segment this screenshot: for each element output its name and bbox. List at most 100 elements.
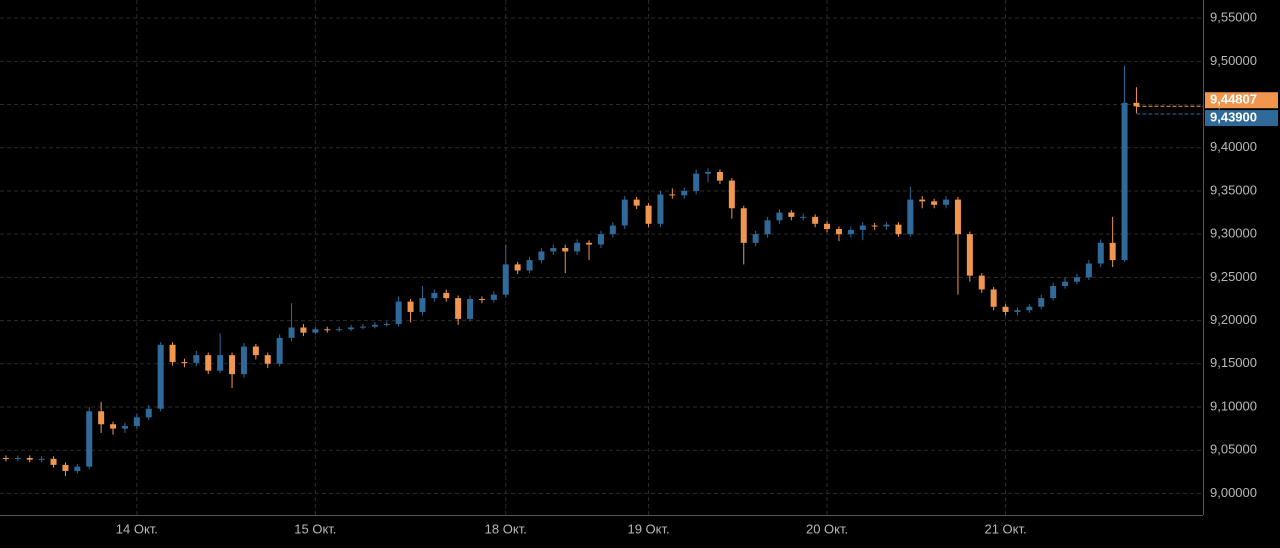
- candle-body: [490, 294, 497, 300]
- candle-body: [133, 417, 140, 426]
- candle-body: [288, 327, 295, 338]
- candle-body: [966, 234, 973, 276]
- y-tick-label: 9,40000: [1210, 139, 1257, 154]
- y-tick-label: 9,00000: [1210, 485, 1257, 500]
- candle-body: [431, 292, 438, 299]
- candle-body: [812, 216, 819, 224]
- candle-body: [788, 212, 795, 217]
- y-tick-label: 9,05000: [1210, 442, 1257, 457]
- candle-body: [98, 411, 105, 425]
- candle-body: [824, 223, 831, 229]
- x-tick-label: 15 Окт.: [294, 521, 336, 536]
- price-label-box: [1205, 110, 1278, 127]
- y-tick-label: 9,50000: [1210, 53, 1257, 68]
- candle-body: [752, 234, 759, 243]
- candle-body: [252, 346, 259, 356]
- candle-body: [145, 408, 152, 418]
- candle-body: [716, 171, 723, 181]
- candle-body: [74, 466, 81, 471]
- candle-body: [395, 301, 402, 325]
- y-tick-label: 9,55000: [1210, 10, 1257, 25]
- candle-body: [895, 224, 902, 235]
- price-label: 9,43900: [1210, 109, 1257, 124]
- candle-body: [1014, 310, 1021, 312]
- candle-body: [728, 180, 735, 209]
- candle-body: [240, 346, 247, 375]
- candle-body: [526, 260, 533, 271]
- candle-body: [883, 224, 890, 227]
- candle-body: [562, 247, 569, 252]
- candle-body: [669, 194, 676, 196]
- candle-body: [574, 242, 581, 252]
- candle-body: [2, 457, 9, 459]
- candle-body: [419, 298, 426, 312]
- candle-body: [193, 355, 200, 363]
- candle-body: [38, 458, 45, 460]
- candle-body: [371, 324, 378, 327]
- x-tick-label: 19 Окт.: [627, 521, 669, 536]
- candle-body: [776, 212, 783, 221]
- candle-body: [348, 327, 355, 330]
- candle-body: [14, 457, 21, 459]
- candle-body: [764, 220, 771, 235]
- candle-body: [229, 355, 236, 375]
- candle-body: [621, 199, 628, 226]
- candle-body: [50, 458, 57, 465]
- candle-body: [693, 173, 700, 191]
- candle-body: [86, 411, 93, 467]
- candle-body: [859, 225, 866, 230]
- candle-body: [740, 208, 747, 243]
- candle-body: [26, 457, 33, 460]
- candle-body: [597, 234, 604, 245]
- candle-body: [502, 264, 509, 295]
- candle-body: [1097, 242, 1104, 264]
- y-tick-label: 9,25000: [1210, 269, 1257, 284]
- candle-body: [276, 337, 283, 364]
- y-tick-label: 9,15000: [1210, 355, 1257, 370]
- candle-body: [300, 327, 307, 333]
- candle-body: [931, 201, 938, 205]
- candle-body: [835, 228, 842, 235]
- candle-body: [336, 329, 343, 331]
- candle-body: [919, 199, 926, 202]
- candle-body: [705, 171, 712, 174]
- candle-body: [467, 298, 474, 319]
- candle-body: [847, 229, 854, 235]
- candle-body: [324, 329, 331, 331]
- candle-body: [800, 216, 807, 218]
- candle-body: [110, 424, 117, 429]
- candle-body: [312, 329, 319, 333]
- candle-body: [1050, 286, 1057, 299]
- candle-body: [1026, 306, 1033, 311]
- candle-body: [609, 225, 616, 235]
- candle-body: [157, 344, 164, 409]
- candle-body: [954, 199, 961, 235]
- candle-body: [978, 275, 985, 290]
- x-tick-label: 21 Окт.: [984, 521, 1026, 536]
- candle-body: [181, 362, 188, 364]
- candle-body: [550, 247, 557, 252]
- price-label: 9,44807: [1210, 92, 1257, 107]
- candle-body: [264, 355, 271, 364]
- candle-body: [1002, 306, 1009, 312]
- candle-body: [478, 298, 485, 300]
- candle-body: [907, 199, 914, 235]
- y-tick-label: 9,30000: [1210, 226, 1257, 241]
- candle-body: [443, 292, 450, 299]
- candle-body: [1038, 298, 1045, 307]
- candle-body: [455, 298, 462, 319]
- candle-body: [1109, 242, 1116, 261]
- x-tick-label: 20 Окт.: [806, 521, 848, 536]
- candle-body: [217, 355, 224, 371]
- y-tick-label: 9,10000: [1210, 398, 1257, 413]
- candle-body: [1073, 277, 1080, 282]
- y-tick-label: 9,35000: [1210, 182, 1257, 197]
- candle-body: [1062, 281, 1069, 287]
- candle-body: [383, 324, 390, 326]
- candle-body: [1085, 263, 1092, 278]
- candle-body: [633, 199, 640, 206]
- candle-body: [657, 194, 664, 224]
- x-tick-label: 14 Окт.: [116, 521, 158, 536]
